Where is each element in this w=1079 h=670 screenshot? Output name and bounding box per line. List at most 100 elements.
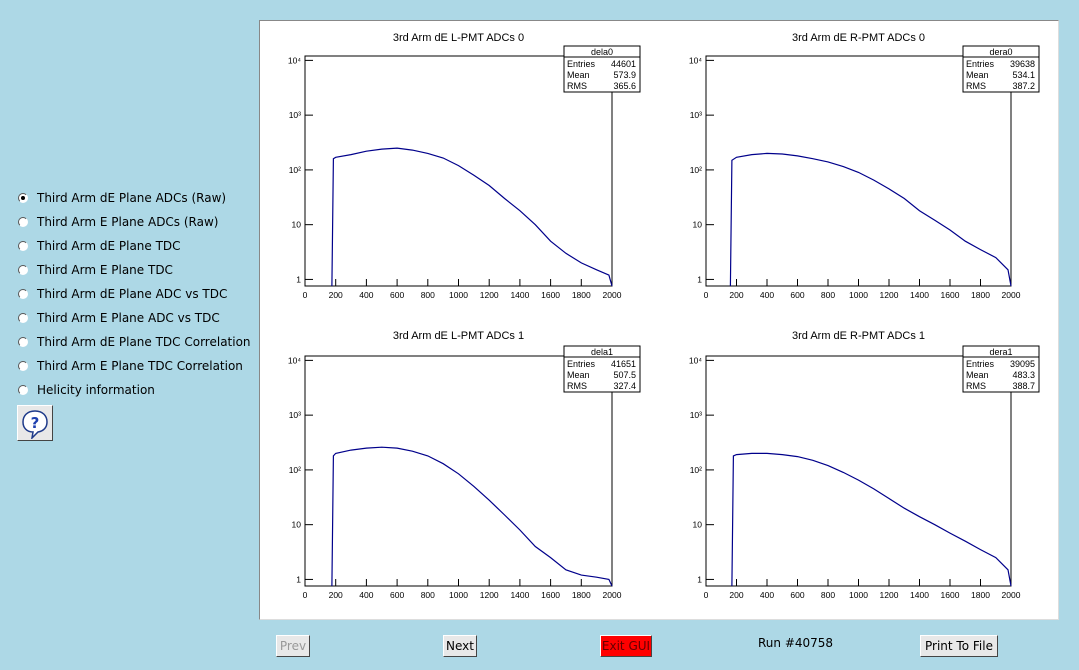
x-tick-label: 200: [329, 590, 343, 600]
stats-value: 44601: [611, 59, 636, 69]
stats-label: RMS: [966, 381, 986, 391]
x-tick-label: 600: [790, 590, 804, 600]
x-tick-label: 400: [760, 290, 774, 300]
radio-button-icon[interactable]: [18, 265, 28, 275]
next-button[interactable]: Next: [443, 635, 477, 657]
option-E-adcs-raw[interactable]: Third Arm E Plane ADCs (Raw): [14, 210, 254, 234]
option-E-adc-vs-tdc[interactable]: Third Arm E Plane ADC vs TDC: [14, 306, 254, 330]
option-E-tdc-correlation[interactable]: Third Arm E Plane TDC Correlation: [14, 354, 254, 378]
stats-value: 573.9: [613, 70, 636, 80]
stats-label: RMS: [966, 81, 986, 91]
option-dE-adc-vs-tdc[interactable]: Third Arm dE Plane ADC vs TDC: [14, 282, 254, 306]
prev-button[interactable]: Prev: [276, 635, 310, 657]
y-tick-label: 10²: [289, 465, 301, 475]
print-to-file-button[interactable]: Print To File: [920, 635, 998, 657]
y-tick-label: 10⁴: [288, 55, 301, 65]
stats-value: 483.3: [1012, 370, 1035, 380]
x-tick-label: 400: [359, 590, 373, 600]
option-dE-tdc-correlation[interactable]: Third Arm dE Plane TDC Correlation: [14, 330, 254, 354]
x-tick-label: 800: [821, 590, 835, 600]
histogram-title: 3rd Arm dE R-PMT ADCs 1: [792, 330, 925, 342]
radio-button-icon[interactable]: [18, 361, 28, 371]
radio-button-icon[interactable]: [18, 289, 28, 299]
histogram-plots: 3rd Arm dE L-PMT ADCs 00 200 400 600 800 1000…: [288, 32, 1040, 600]
x-tick-label: 800: [421, 590, 435, 600]
histogram-panel-3: 3rd Arm dE R-PMT ADCs 1 0 200 400 600 800 1000…: [689, 330, 1040, 600]
x-tick-label: 2000: [603, 290, 622, 300]
x-tick-label: 200: [729, 290, 743, 300]
x-tick-label: 1800: [971, 290, 990, 300]
run-number-label: Run #40758: [758, 636, 834, 650]
histogram-canvas[interactable]: 3rd Arm dE L-PMT ADCs 0 0 200 400 600 800 1000…: [259, 20, 1059, 620]
stats-label: RMS: [567, 81, 587, 91]
option-label: Third Arm E Plane ADCs (Raw): [37, 215, 219, 229]
y-tick-label: 10³: [690, 410, 702, 420]
x-tick-label: 2000: [1002, 290, 1021, 300]
x-tick-label: 1000: [449, 590, 468, 600]
stats-value: 39095: [1010, 359, 1035, 369]
stats-box: [563, 345, 641, 393]
x-tick-label: 600: [390, 590, 404, 600]
option-dE-tdc[interactable]: Third Arm dE Plane TDC: [14, 234, 254, 258]
option-label: Third Arm dE Plane TDC: [37, 239, 181, 253]
stats-value: 39638: [1010, 59, 1035, 69]
x-tick-label: 1200: [480, 590, 499, 600]
x-tick-label: 1200: [880, 590, 899, 600]
radio-button-icon[interactable]: [18, 217, 28, 227]
x-tick-label: 1000: [449, 290, 468, 300]
stats-label: Entries: [567, 59, 596, 69]
radio-button-icon[interactable]: [18, 193, 28, 203]
option-label: Third Arm E Plane ADC vs TDC: [37, 311, 220, 325]
x-tick-label: 600: [790, 290, 804, 300]
radio-button-icon[interactable]: [18, 313, 28, 323]
y-tick-label: 1: [697, 574, 702, 584]
y-tick-label: 10⁴: [689, 355, 702, 365]
exit-gui-button[interactable]: Exit GUI: [600, 635, 652, 657]
option-helicity-information[interactable]: Helicity information: [14, 378, 254, 402]
histogram-panel-1: 3rd Arm dE R-PMT ADCs 0 0 200 400 600 800 1000…: [689, 32, 1040, 300]
y-tick-label: 10: [292, 220, 302, 230]
y-tick-label: 10⁴: [288, 355, 301, 365]
stats-value: 388.7: [1012, 381, 1035, 391]
stats-box: [962, 45, 1040, 93]
x-tick-label: 200: [729, 590, 743, 600]
y-tick-label: 10⁴: [689, 55, 702, 65]
stats-label: RMS: [567, 381, 587, 391]
stats-label: Entries: [966, 359, 995, 369]
stats-name: dera0: [989, 47, 1012, 57]
x-tick-label: 1200: [880, 290, 899, 300]
x-tick-label: 1600: [941, 290, 960, 300]
x-tick-label: 600: [390, 290, 404, 300]
x-tick-label: 0: [704, 290, 709, 300]
question-mark-speech-bubble-icon: ?: [22, 410, 48, 439]
y-tick-label: 10³: [289, 410, 301, 420]
radio-button-icon[interactable]: [18, 337, 28, 347]
option-dE-adcs-raw[interactable]: Third Arm dE Plane ADCs (Raw): [14, 186, 254, 210]
y-tick-label: 1: [697, 274, 702, 284]
histogram-selector: Third Arm dE Plane ADCs (Raw) Third Arm …: [14, 186, 254, 402]
histogram-series: [731, 452, 1012, 587]
stats-value: 41651: [611, 359, 636, 369]
option-E-tdc[interactable]: Third Arm E Plane TDC: [14, 258, 254, 282]
radio-button-icon[interactable]: [18, 385, 28, 395]
stats-label: Entries: [966, 59, 995, 69]
histogram-panel-0: 3rd Arm dE L-PMT ADCs 0 0 200 400 600 800 1000…: [288, 32, 641, 300]
x-tick-label: 1000: [849, 290, 868, 300]
stats-name: dela1: [591, 347, 613, 357]
y-tick-label: 10²: [690, 465, 702, 475]
x-tick-label: 1800: [572, 590, 591, 600]
x-tick-label: 1400: [510, 290, 529, 300]
x-tick-label: 2000: [603, 590, 622, 600]
stats-box: [563, 45, 641, 93]
option-label: Helicity information: [37, 383, 155, 397]
x-tick-label: 1200: [480, 290, 499, 300]
x-tick-label: 1400: [510, 590, 529, 600]
stats-label: Mean: [567, 70, 590, 80]
stats-value: 365.6: [613, 81, 636, 91]
x-tick-label: 1400: [910, 590, 929, 600]
x-tick-label: 1800: [971, 590, 990, 600]
help-button[interactable]: ?: [17, 405, 53, 441]
stats-name: dela0: [591, 47, 613, 57]
y-tick-label: 10²: [289, 165, 301, 175]
radio-button-icon[interactable]: [18, 241, 28, 251]
